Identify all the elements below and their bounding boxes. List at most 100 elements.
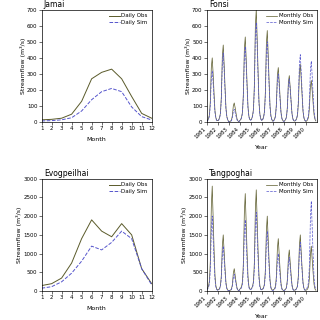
Daily Sim xyxy=(140,267,144,271)
Daily Obs xyxy=(40,284,44,287)
Y-axis label: Streamflow (m³/s): Streamflow (m³/s) xyxy=(16,207,22,263)
Daily Obs xyxy=(80,100,84,103)
Daily Sim xyxy=(110,240,114,244)
Monthly Sim xyxy=(205,119,209,123)
Daily Obs xyxy=(50,282,53,286)
Daily Sim xyxy=(90,98,93,102)
Monthly Obs xyxy=(210,184,214,188)
Line: Daily Sim: Daily Sim xyxy=(42,231,152,288)
Daily Sim xyxy=(40,119,44,123)
Daily Sim xyxy=(90,244,93,248)
Daily Sim xyxy=(80,109,84,113)
Monthly Sim xyxy=(312,109,316,113)
Daily Sim xyxy=(120,90,124,93)
Monthly Obs xyxy=(205,287,209,291)
Monthly Sim xyxy=(254,20,258,24)
Text: Fonsi: Fonsi xyxy=(209,0,229,9)
Monthly Sim xyxy=(227,289,231,293)
Monthly Sim xyxy=(227,120,231,124)
Monthly Obs xyxy=(227,289,231,293)
Line: Monthly Obs: Monthly Obs xyxy=(207,10,316,122)
Legend: Monthly Obs, Monthly Sim: Monthly Obs, Monthly Sim xyxy=(265,12,314,26)
Daily Sim xyxy=(110,86,114,90)
Monthly Obs xyxy=(229,287,233,291)
Daily Sim xyxy=(50,285,53,289)
Daily Obs xyxy=(60,116,64,120)
Daily Sim xyxy=(100,90,104,93)
Text: Jamai: Jamai xyxy=(44,0,65,9)
Daily Obs xyxy=(90,218,93,222)
Monthly Sim xyxy=(235,118,239,122)
Daily Obs xyxy=(100,70,104,74)
Monthly Sim xyxy=(312,276,316,280)
Daily Sim xyxy=(150,283,154,287)
Monthly Sim xyxy=(235,287,239,291)
Legend: Daily Obs, Daily Sim: Daily Obs, Daily Sim xyxy=(108,181,149,195)
Daily Obs xyxy=(60,276,64,280)
Daily Obs xyxy=(80,237,84,241)
Monthly Sim xyxy=(266,247,270,251)
Monthly Sim xyxy=(314,287,318,291)
Daily Obs xyxy=(120,222,124,226)
Daily Sim xyxy=(120,229,124,233)
Daily Obs xyxy=(70,261,74,265)
Line: Daily Obs: Daily Obs xyxy=(42,69,152,120)
Daily Obs xyxy=(150,116,154,120)
Daily Sim xyxy=(70,271,74,275)
Monthly Sim xyxy=(229,288,233,292)
Daily Sim xyxy=(100,248,104,252)
Daily Obs xyxy=(90,77,93,81)
Daily Sim xyxy=(80,259,84,263)
Daily Sim xyxy=(140,115,144,118)
Daily Sim xyxy=(60,118,64,122)
Monthly Obs xyxy=(312,113,316,116)
Monthly Obs xyxy=(314,288,318,292)
Line: Monthly Sim: Monthly Sim xyxy=(207,22,316,122)
Legend: Daily Obs, Daily Sim: Daily Obs, Daily Sim xyxy=(108,12,149,26)
Daily Sim xyxy=(70,116,74,120)
Daily Obs xyxy=(140,111,144,115)
Daily Obs xyxy=(110,235,114,239)
Monthly Obs xyxy=(314,119,318,123)
X-axis label: Month: Month xyxy=(87,306,107,311)
Line: Daily Obs: Daily Obs xyxy=(42,220,152,285)
Monthly Sim xyxy=(282,119,286,123)
Daily Obs xyxy=(110,67,114,71)
Daily Sim xyxy=(60,280,64,284)
Monthly Obs xyxy=(312,283,316,286)
Daily Obs xyxy=(70,112,74,116)
Monthly Obs xyxy=(229,119,233,123)
Text: Evogpeilhai: Evogpeilhai xyxy=(44,169,88,178)
Monthly Obs xyxy=(236,288,240,292)
X-axis label: Year: Year xyxy=(255,314,268,319)
Daily Obs xyxy=(150,282,154,286)
Daily Sim xyxy=(50,119,53,123)
Monthly Sim xyxy=(309,199,313,203)
Line: Monthly Obs: Monthly Obs xyxy=(207,186,316,291)
Monthly Sim xyxy=(229,120,233,124)
Y-axis label: Streamflow (m³/s): Streamflow (m³/s) xyxy=(185,38,191,94)
Daily Obs xyxy=(130,233,133,237)
Monthly Sim xyxy=(314,118,318,122)
Daily Obs xyxy=(50,117,53,121)
Daily Sim xyxy=(130,105,133,109)
Line: Monthly Sim: Monthly Sim xyxy=(207,201,316,291)
Daily Obs xyxy=(130,95,133,99)
Daily Obs xyxy=(120,77,124,81)
Y-axis label: Streamflow (m³/s): Streamflow (m³/s) xyxy=(20,38,26,94)
Monthly Obs xyxy=(254,8,258,12)
X-axis label: Month: Month xyxy=(87,137,107,142)
Monthly Obs xyxy=(282,119,286,123)
Monthly Obs xyxy=(293,288,297,292)
Monthly Sim xyxy=(292,289,296,292)
Monthly Obs xyxy=(267,79,271,83)
X-axis label: Year: Year xyxy=(255,145,268,150)
Monthly Obs xyxy=(205,119,209,123)
Daily Sim xyxy=(130,237,133,241)
Monthly Obs xyxy=(227,120,231,124)
Legend: Monthly Obs, Monthly Sim: Monthly Obs, Monthly Sim xyxy=(265,181,314,195)
Daily Obs xyxy=(140,267,144,271)
Daily Sim xyxy=(150,118,154,122)
Monthly Sim xyxy=(267,84,271,88)
Monthly Obs xyxy=(267,259,271,263)
